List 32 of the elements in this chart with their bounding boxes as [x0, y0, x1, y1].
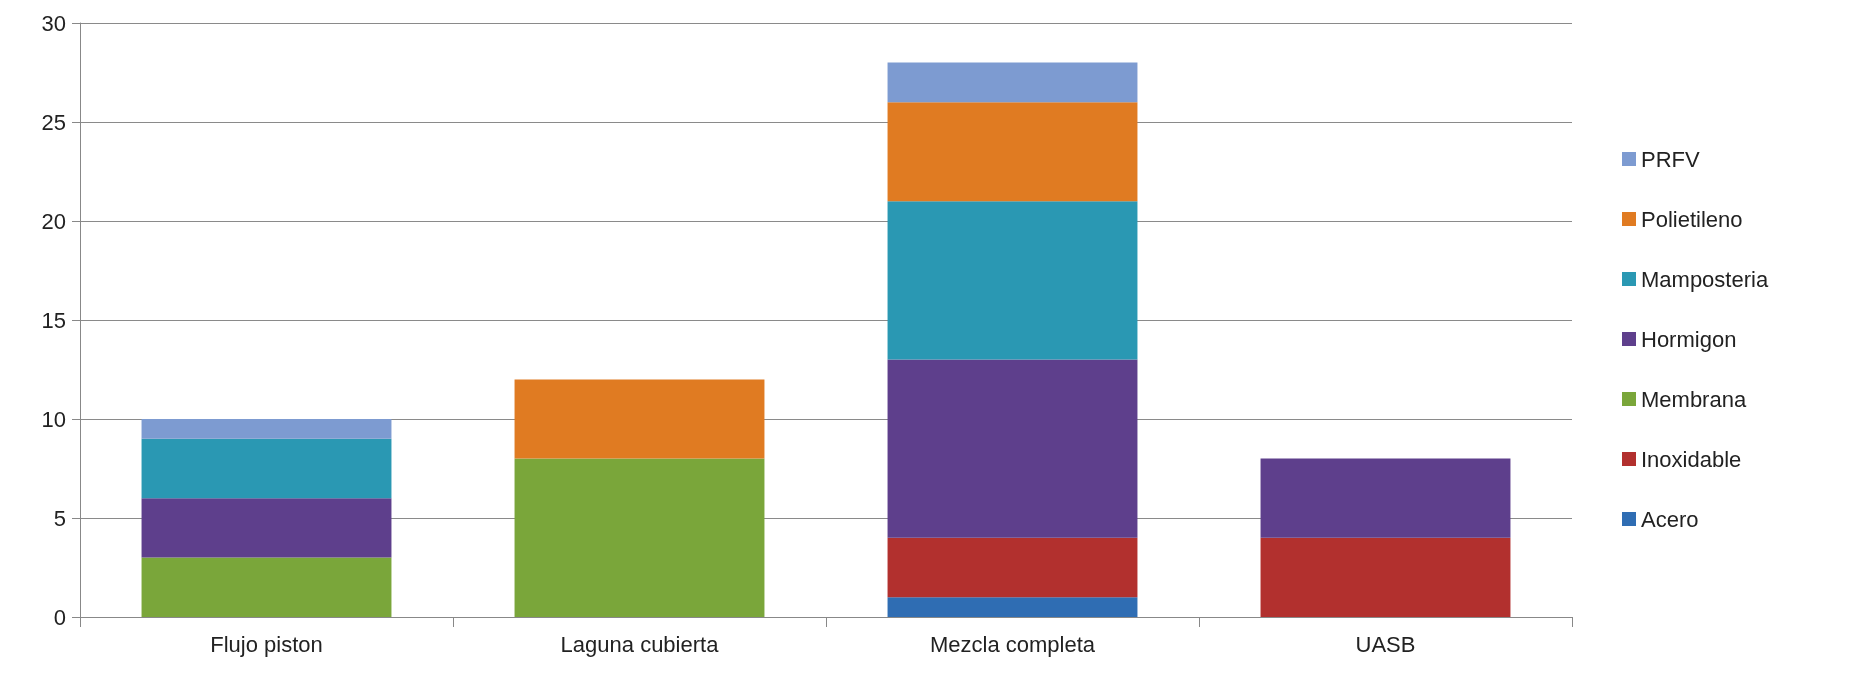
y-tick-label: 15 [41, 307, 66, 333]
x-tick-label: UASB [1355, 631, 1416, 657]
y-tick-label: 5 [53, 505, 66, 531]
legend-label: PRFV [1641, 146, 1700, 172]
bar [1260, 458, 1511, 538]
legend-label: Mamposteria [1641, 266, 1769, 292]
legend-label: Hormigon [1641, 326, 1737, 352]
y-tick-label: 10 [41, 406, 66, 432]
bar [141, 557, 392, 617]
bar [887, 62, 1138, 103]
bar [514, 379, 765, 459]
bar [887, 597, 1138, 617]
y-tick-label: 30 [41, 10, 66, 36]
legend-label: Inoxidable [1641, 446, 1742, 472]
bar [887, 359, 1138, 538]
x-tick-label: Laguna cubierta [560, 631, 720, 657]
x-tick-label: Mezcla completa [929, 631, 1096, 657]
bar [141, 498, 392, 558]
legend-label: Membrana [1641, 386, 1747, 412]
bar [887, 201, 1138, 360]
y-tick-label: 20 [41, 208, 66, 234]
bar [887, 102, 1138, 202]
bar [887, 537, 1138, 598]
legend-label: Acero [1641, 506, 1699, 532]
bar [141, 438, 392, 499]
legend-label: Polietileno [1641, 206, 1743, 232]
bar [1260, 537, 1511, 617]
bar [141, 419, 392, 439]
y-tick-label: 0 [53, 604, 66, 630]
x-tick-label: Flujo piston [210, 631, 323, 657]
y-tick-label: 25 [41, 109, 66, 135]
bar [514, 458, 765, 617]
